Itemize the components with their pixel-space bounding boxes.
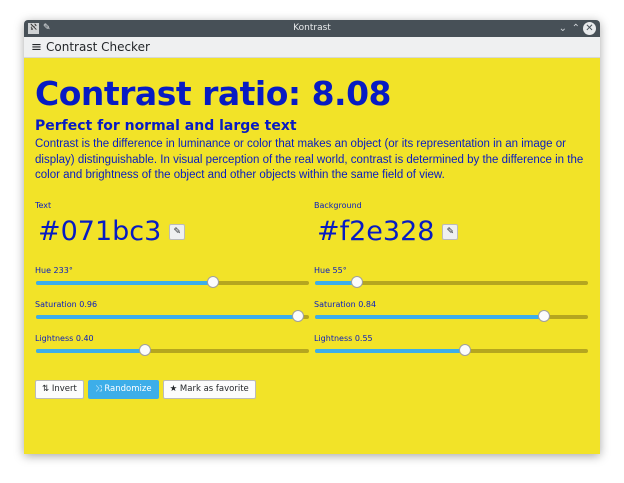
background-light-label: Lightness 0.55 (314, 334, 373, 343)
slider-handle[interactable] (292, 310, 305, 322)
slider-fill (315, 315, 545, 319)
background-hue-slider[interactable] (315, 276, 588, 288)
slider-handle[interactable] (206, 276, 219, 288)
slider-fill (36, 315, 299, 319)
action-buttons: ⇅ Invert ⤨ Randomize ★ Mark as favorite (35, 380, 256, 399)
maximize-icon[interactable]: ⌃ (571, 23, 580, 34)
background-hex[interactable]: #f2e328 (317, 216, 435, 247)
slider-handle[interactable] (538, 310, 551, 322)
text-color-picker-icon[interactable]: ✎ (169, 224, 186, 240)
favorite-label: Mark as favorite (179, 384, 249, 394)
text-light-label: Lightness 0.40 (35, 334, 94, 343)
text-hex-row: #071bc3 ✎ (38, 216, 186, 248)
slider-handle[interactable] (139, 344, 152, 356)
text-sat-label: Saturation 0.96 (35, 300, 98, 309)
pin-icon[interactable]: ✎ (43, 23, 51, 33)
description: Contrast is the difference in luminance … (35, 138, 584, 181)
slider-fill (315, 281, 357, 285)
background-light-slider[interactable] (315, 344, 588, 356)
app-icon: ℵ (28, 23, 39, 34)
minimize-icon[interactable]: ⌄ (558, 23, 567, 34)
title-bar: ℵ ✎ Kontrast ⌄ ⌃ ✕ (24, 20, 600, 37)
text-label: Text (35, 201, 52, 210)
main-content: Contrast ratio: 8.08 Perfect for normal … (24, 58, 600, 454)
slider-handle[interactable] (459, 344, 472, 356)
header-bar: ≡ Contrast Checker (24, 37, 600, 58)
slider-fill (36, 281, 213, 285)
randomize-button[interactable]: ⤨ Randomize (87, 380, 159, 399)
text-light-slider[interactable] (36, 344, 309, 356)
invert-icon: ⇅ (42, 384, 50, 394)
text-sat-slider[interactable] (36, 310, 309, 322)
randomize-label: Randomize (104, 384, 152, 394)
window-title: Kontrast (293, 23, 331, 33)
background-hue-label: Hue 55° (314, 266, 347, 275)
verdict: Perfect for normal and large text (35, 118, 297, 134)
star-icon: ★ (169, 384, 178, 394)
app-window: ℵ ✎ Kontrast ⌄ ⌃ ✕ ≡ Contrast Checker Co… (24, 20, 600, 454)
contrast-ratio: Contrast ratio: 8.08 (35, 74, 392, 113)
invert-button[interactable]: ⇅ Invert (35, 380, 84, 399)
background-color-picker-icon[interactable]: ✎ (442, 224, 459, 240)
background-sat-label: Saturation 0.84 (314, 300, 377, 309)
slider-handle[interactable] (350, 276, 363, 288)
slider-fill (315, 349, 466, 353)
background-sat-slider[interactable] (315, 310, 588, 322)
hamburger-menu-icon[interactable]: ≡ (31, 40, 42, 55)
text-hue-slider[interactable] (36, 276, 309, 288)
text-hue-label: Hue 233° (35, 266, 73, 275)
slider-fill (36, 349, 146, 353)
close-icon[interactable]: ✕ (583, 22, 596, 35)
page-title: Contrast Checker (46, 40, 150, 54)
favorite-button[interactable]: ★ Mark as favorite (162, 380, 256, 399)
invert-label: Invert (51, 384, 77, 394)
text-hex[interactable]: #071bc3 (38, 216, 162, 247)
background-hex-row: #f2e328 ✎ (317, 216, 459, 248)
background-label: Background (314, 201, 362, 210)
shuffle-icon: ⤨ (94, 384, 102, 394)
